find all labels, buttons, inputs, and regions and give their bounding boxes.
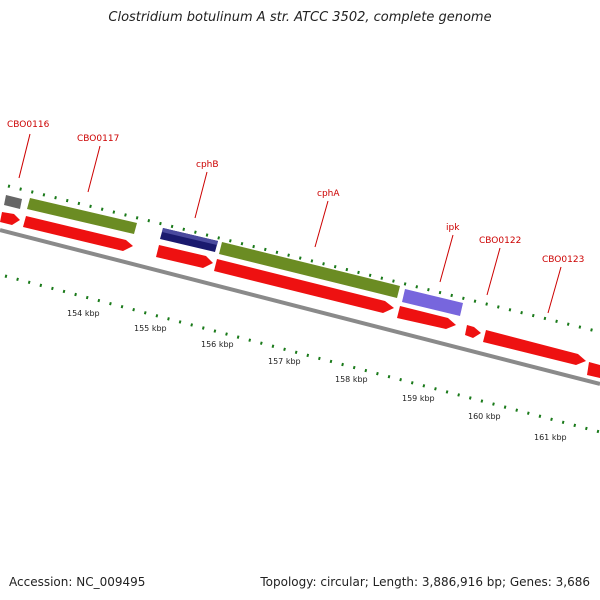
cds-arrow-1[interactable] — [0, 212, 20, 225]
gene-label-cpha[interactable]: cphA — [317, 189, 340, 199]
kbp-label-157: 157 kbp — [268, 357, 301, 366]
kbp-label-155: 155 kbp — [134, 324, 167, 333]
kbp-label-158: 158 kbp — [335, 375, 368, 384]
cds-arrow-6[interactable] — [465, 325, 481, 338]
gene-label-ipk[interactable]: ipk — [446, 223, 460, 233]
kbp-label-154: 154 kbp — [67, 309, 100, 318]
cds-arrow-3[interactable] — [156, 245, 213, 268]
kbp-label-159: 159 kbp — [402, 394, 435, 403]
gene-label-cbo0123[interactable]: CBO0123 — [542, 255, 584, 265]
feature-grey-cbo0116[interactable] — [4, 195, 22, 209]
genome-backbone — [0, 228, 600, 386]
lower-tick-row — [4, 274, 600, 434]
gene-label-cbo0117[interactable]: CBO0117 — [77, 134, 119, 144]
cds-arrow-8[interactable] — [587, 362, 600, 378]
feature-navy-cphb[interactable] — [160, 228, 218, 252]
genome-summary-text: Topology: circular; Length: 3,886,916 bp… — [260, 575, 590, 589]
gene-label-cbo0116[interactable]: CBO0116 — [7, 120, 50, 130]
accession-text: Accession: NC_009495 — [9, 575, 146, 589]
cds-arrow-5[interactable] — [397, 306, 456, 329]
feature-green-cbo0117[interactable] — [27, 198, 137, 234]
gene-label-cphb[interactable]: cphB — [196, 160, 219, 170]
kbp-label-161: 161 kbp — [534, 433, 567, 442]
feature-green-cpha[interactable] — [219, 242, 400, 298]
cds-arrow-7[interactable] — [483, 330, 586, 365]
label-leaders — [18, 133, 562, 314]
cds-arrow-4[interactable] — [214, 259, 394, 313]
kbp-label-160: 160 kbp — [468, 412, 501, 421]
map-title: Clostridium botulinum A str. ATCC 3502, … — [108, 10, 492, 25]
gene-label-cbo0122[interactable]: CBO0122 — [479, 236, 521, 246]
cds-arrow-2[interactable] — [23, 216, 133, 251]
kbp-label-156: 156 kbp — [201, 340, 234, 349]
feature-purple-ipk[interactable] — [402, 289, 463, 316]
